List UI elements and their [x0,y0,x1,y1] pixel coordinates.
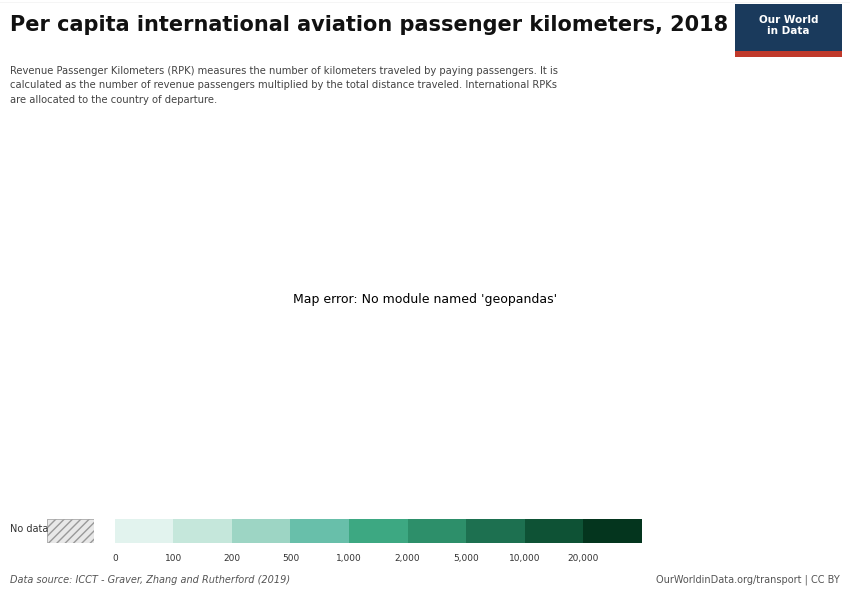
Bar [173,519,232,543]
Text: 100: 100 [165,554,182,563]
Text: 1,000: 1,000 [336,554,362,563]
Bar [735,50,842,57]
Text: OurWorldinData.org/transport | CC BY: OurWorldinData.org/transport | CC BY [656,575,840,585]
Text: Data source: ICCT - Graver, Zhang and Rutherford (2019): Data source: ICCT - Graver, Zhang and Ru… [10,575,291,585]
Bar [349,519,407,543]
Text: 2,000: 2,000 [394,554,421,563]
Text: 5,000: 5,000 [453,554,479,563]
Text: Revenue Passenger Kilometers (RPK) measures the number of kilometers traveled by: Revenue Passenger Kilometers (RPK) measu… [10,66,558,105]
Bar [291,519,349,543]
Bar [583,519,642,543]
Text: 0: 0 [112,554,117,563]
Text: 20,000: 20,000 [568,554,599,563]
Bar [524,519,583,543]
Bar [735,4,842,50]
Bar [466,519,524,543]
Text: Per capita international aviation passenger kilometers, 2018: Per capita international aviation passen… [10,15,728,35]
Bar [115,519,173,543]
Text: 500: 500 [282,554,299,563]
Text: No data: No data [10,524,48,534]
Bar [407,519,466,543]
Text: Our World
in Data: Our World in Data [758,14,818,36]
Text: 10,000: 10,000 [509,554,541,563]
Text: 200: 200 [224,554,241,563]
Bar [232,519,291,543]
Text: Map error: No module named 'geopandas': Map error: No module named 'geopandas' [293,293,557,307]
